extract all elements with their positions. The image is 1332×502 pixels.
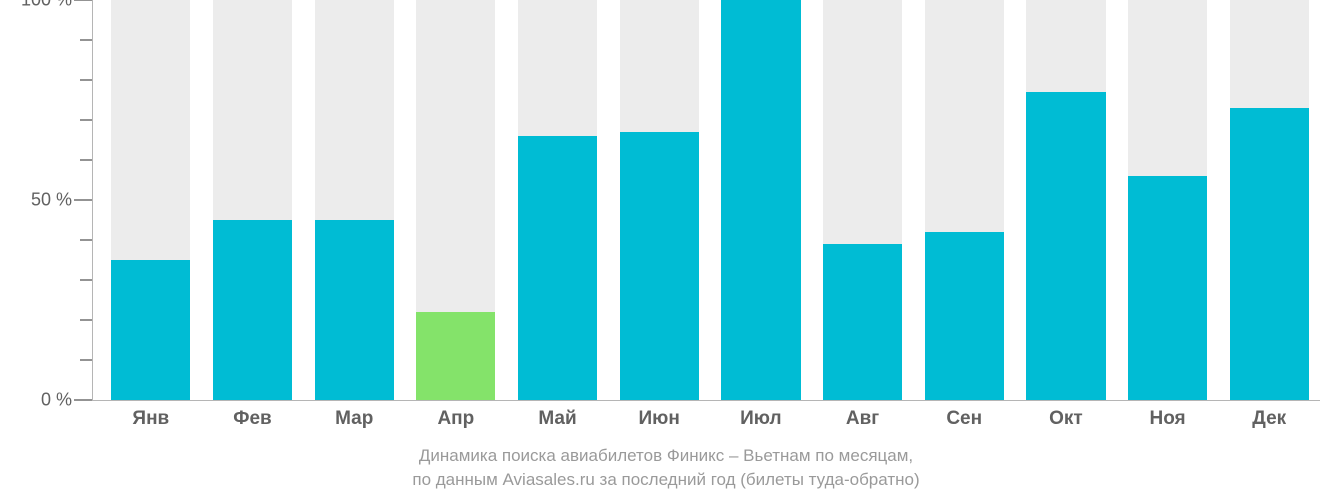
x-tick-label: Июл — [710, 408, 812, 430]
bar-fill — [823, 244, 902, 400]
x-tick-label: Сен — [913, 408, 1015, 430]
y-minor-tick-mark — [80, 159, 92, 161]
bar-fill — [111, 260, 190, 400]
bar-slot — [303, 0, 405, 400]
y-minor-tick-mark — [80, 239, 92, 241]
x-tick-label: Апр — [405, 408, 507, 430]
bar-slot — [507, 0, 609, 400]
bars-container — [100, 0, 1320, 400]
caption-line-1: Динамика поиска авиабилетов Финикс – Вье… — [0, 446, 1332, 466]
bar-slot — [1117, 0, 1219, 400]
bar-slot — [710, 0, 812, 400]
x-axis-labels: ЯнвФевМарАпрМайИюнИюлАвгСенОктНояДек — [100, 408, 1320, 430]
x-tick-label: Дек — [1218, 408, 1320, 430]
bar-fill — [1026, 92, 1105, 400]
bar-fill — [721, 0, 800, 400]
bar-slot — [812, 0, 914, 400]
y-axis-line — [92, 0, 93, 400]
x-tick-label: Окт — [1015, 408, 1117, 430]
plot-area — [100, 0, 1320, 400]
x-tick-label: Июн — [608, 408, 710, 430]
y-minor-tick-mark — [80, 279, 92, 281]
bar-fill — [620, 132, 699, 400]
y-minor-tick-mark — [80, 359, 92, 361]
y-tick-label: 100 % — [21, 0, 72, 11]
bar-slot — [405, 0, 507, 400]
bar-fill — [416, 312, 495, 400]
x-tick-label: Фев — [202, 408, 304, 430]
bar-fill — [1128, 176, 1207, 400]
y-minor-tick-mark — [80, 39, 92, 41]
y-tick-mark — [74, 0, 92, 1]
y-minor-tick-mark — [80, 319, 92, 321]
y-minor-tick-mark — [80, 119, 92, 121]
bar-slot — [913, 0, 1015, 400]
y-tick-label: 50 % — [31, 190, 72, 211]
x-axis-line — [92, 400, 1320, 401]
bar-slot — [202, 0, 304, 400]
y-axis: 0 %50 %100 % — [0, 0, 100, 400]
y-tick-mark — [74, 199, 92, 201]
caption-line-2: по данным Aviasales.ru за последний год … — [0, 470, 1332, 490]
x-tick-label: Авг — [812, 408, 914, 430]
bar-fill — [1230, 108, 1309, 400]
y-minor-tick-mark — [80, 79, 92, 81]
bar-fill — [518, 136, 597, 400]
y-tick-label: 0 % — [41, 390, 72, 411]
x-tick-label: Янв — [100, 408, 202, 430]
x-tick-label: Мар — [303, 408, 405, 430]
bar-slot — [100, 0, 202, 400]
bar-chart: 0 % 50 % 100 % ЯнвФевМарАпрМайИюнИюлАвгСен… — [0, 0, 1332, 502]
x-tick-label: Ноя — [1117, 408, 1219, 430]
bar-slot — [1015, 0, 1117, 400]
bar-slot — [608, 0, 710, 400]
bar-fill — [213, 220, 292, 400]
bar-slot — [1218, 0, 1320, 400]
bar-fill — [925, 232, 1004, 400]
y-tick-mark — [74, 399, 92, 401]
x-tick-label: Май — [507, 408, 609, 430]
bar-fill — [315, 220, 394, 400]
